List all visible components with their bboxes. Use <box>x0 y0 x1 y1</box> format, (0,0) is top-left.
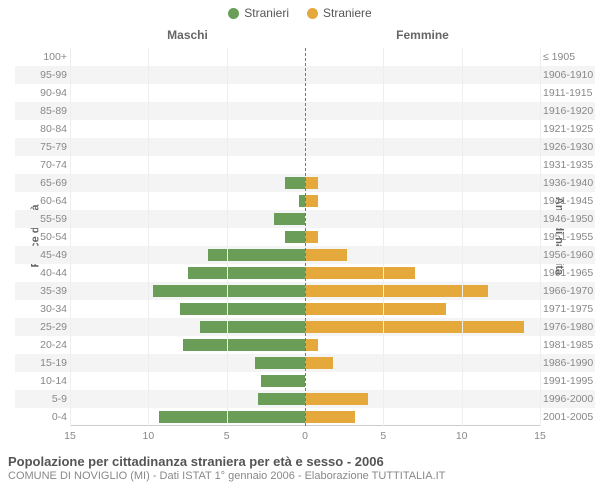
age-tick: 60-64 <box>15 192 67 210</box>
birth-tick: 2001-2005 <box>543 408 595 426</box>
birth-tick: 1996-2000 <box>543 390 595 408</box>
legend-label-male: Stranieri <box>244 6 289 20</box>
birth-tick: 1961-1965 <box>543 264 595 282</box>
age-tick: 85-89 <box>15 102 67 120</box>
bar-male <box>183 339 305 351</box>
age-tick: 50-54 <box>15 228 67 246</box>
gridline <box>70 48 71 426</box>
legend-swatch-male <box>228 8 239 19</box>
age-tick: 80-84 <box>15 120 67 138</box>
caption-title: Popolazione per cittadinanza straniera p… <box>8 454 445 469</box>
birth-tick: 1936-1940 <box>543 174 595 192</box>
birth-tick: 1956-1960 <box>543 246 595 264</box>
age-tick: 90-94 <box>15 84 67 102</box>
age-tick: 55-59 <box>15 210 67 228</box>
birth-tick: 1981-1985 <box>543 336 595 354</box>
birth-tick: 1926-1930 <box>543 138 595 156</box>
legend-item-female: Straniere <box>307 6 372 20</box>
birth-tick: 1911-1915 <box>543 84 595 102</box>
age-tick: 40-44 <box>15 264 67 282</box>
caption-subtitle: COMUNE DI NOVIGLIO (MI) - Dati ISTAT 1° … <box>8 470 445 482</box>
age-tick: 65-69 <box>15 174 67 192</box>
age-tick: 10-14 <box>15 372 67 390</box>
side-title-male: Maschi <box>70 28 305 42</box>
birth-tick: 1921-1925 <box>543 120 595 138</box>
bar-female <box>305 393 368 405</box>
age-tick: 5-9 <box>15 390 67 408</box>
age-tick: 30-34 <box>15 300 67 318</box>
birth-tick: 1931-1935 <box>543 156 595 174</box>
gridline <box>540 48 541 426</box>
bar-female <box>305 195 318 207</box>
bar-female <box>305 339 318 351</box>
bar-male <box>274 213 305 225</box>
bar-female <box>305 231 318 243</box>
age-tick: 25-29 <box>15 318 67 336</box>
bar-male <box>188 267 306 279</box>
x-tick: 0 <box>302 430 308 442</box>
birth-tick: ≤ 1905 <box>543 48 595 66</box>
x-tick: 15 <box>64 430 76 442</box>
age-tick: 70-74 <box>15 156 67 174</box>
x-tick: 10 <box>142 430 154 442</box>
birth-tick: 1946-1950 <box>543 210 595 228</box>
birth-tick: 1966-1970 <box>543 282 595 300</box>
bar-male <box>258 393 305 405</box>
x-tick: 5 <box>224 430 230 442</box>
bar-female <box>305 177 318 189</box>
bar-female <box>305 267 415 279</box>
birth-tick: 1951-1955 <box>543 228 595 246</box>
x-tick: 5 <box>380 430 386 442</box>
birth-tick: 1976-1980 <box>543 318 595 336</box>
legend-label-female: Straniere <box>323 6 372 20</box>
bar-male <box>180 303 305 315</box>
x-axis: 15105051015 <box>70 430 540 448</box>
age-tick: 75-79 <box>15 138 67 156</box>
legend: Stranieri Straniere <box>0 0 600 20</box>
age-tick: 0-4 <box>15 408 67 426</box>
age-tick: 20-24 <box>15 336 67 354</box>
bar-male <box>261 375 305 387</box>
side-title-female: Femmine <box>305 28 540 42</box>
birth-tick: 1991-1995 <box>543 372 595 390</box>
bar-male <box>153 285 305 297</box>
gridline <box>462 48 463 426</box>
legend-swatch-female <box>307 8 318 19</box>
age-tick: 15-19 <box>15 354 67 372</box>
bar-female <box>305 411 355 423</box>
gridline <box>148 48 149 426</box>
age-tick: 45-49 <box>15 246 67 264</box>
age-tick: 35-39 <box>15 282 67 300</box>
x-tick: 15 <box>534 430 546 442</box>
birth-tick: 1986-1990 <box>543 354 595 372</box>
age-tick: 95-99 <box>15 66 67 84</box>
birth-tick: 1916-1920 <box>543 102 595 120</box>
legend-item-male: Stranieri <box>228 6 289 20</box>
bar-male <box>159 411 305 423</box>
gridline <box>227 48 228 426</box>
chart: Maschi Femmine Fasce di età Anni di nasc… <box>0 20 600 452</box>
bar-male <box>200 321 305 333</box>
bar-female <box>305 249 347 261</box>
caption: Popolazione per cittadinanza straniera p… <box>8 454 445 482</box>
bar-male <box>285 231 305 243</box>
birth-tick: 1971-1975 <box>543 300 595 318</box>
x-tick: 10 <box>456 430 468 442</box>
zero-line <box>305 48 306 426</box>
birth-tick: 1906-1910 <box>543 66 595 84</box>
bar-male <box>285 177 305 189</box>
bar-female <box>305 357 333 369</box>
age-tick: 100+ <box>15 48 67 66</box>
birth-tick: 1941-1945 <box>543 192 595 210</box>
bar-female <box>305 321 524 333</box>
bar-male <box>208 249 305 261</box>
gridline <box>383 48 384 426</box>
bar-male <box>255 357 305 369</box>
bar-female <box>305 303 446 315</box>
plot-area: 100+≤ 190595-991906-191090-941911-191585… <box>70 48 540 426</box>
